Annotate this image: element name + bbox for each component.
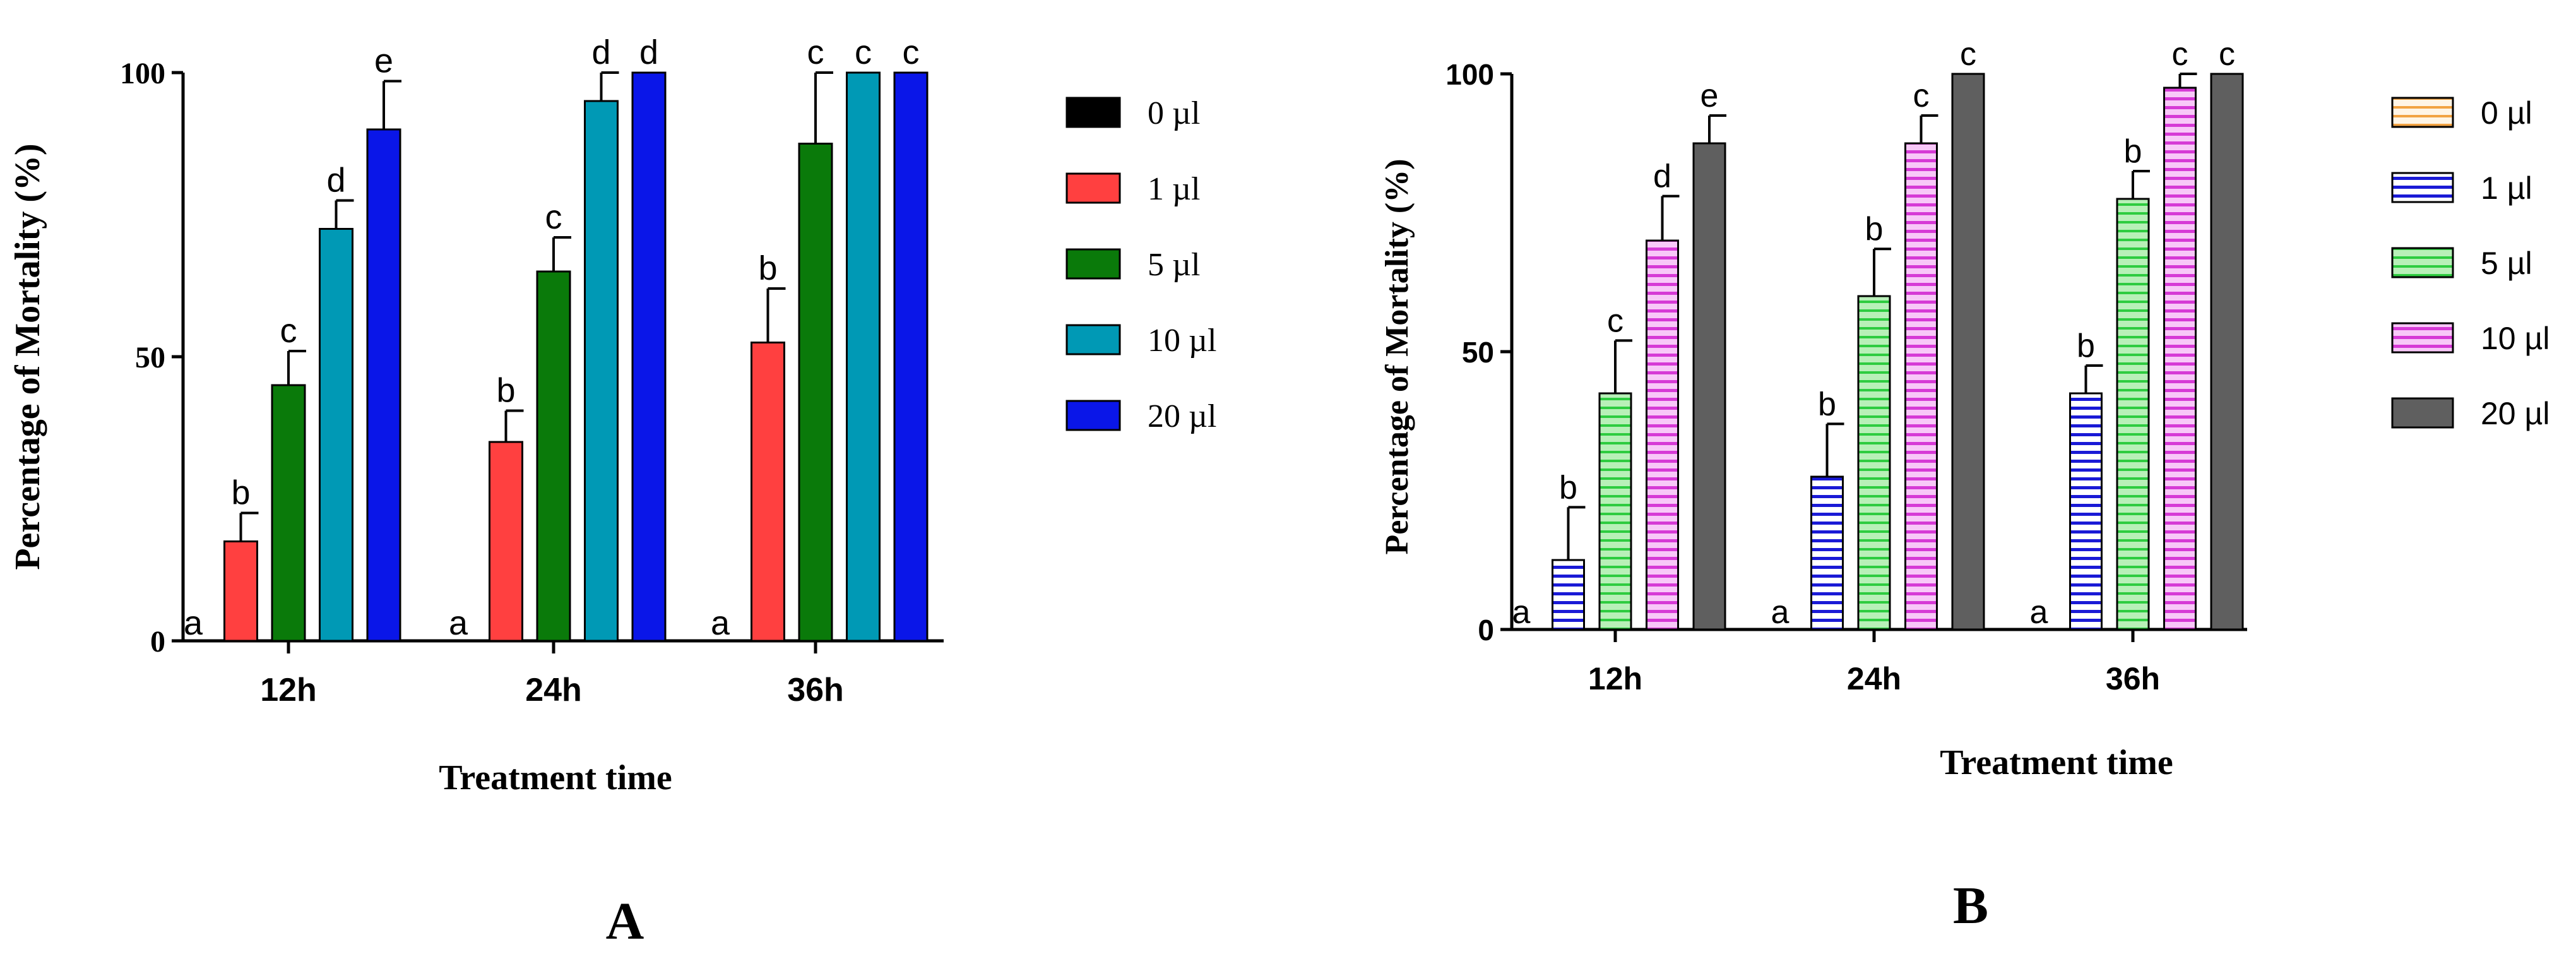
y-tick-label: 100 bbox=[1445, 58, 1494, 91]
significance-letter: b bbox=[1865, 211, 1884, 247]
panel-a-xlabel: Treatment time bbox=[439, 758, 672, 797]
significance-letter: b bbox=[1818, 386, 1836, 422]
x-tick-label: 12h bbox=[260, 672, 317, 708]
y-tick-label: 50 bbox=[135, 341, 165, 374]
significance-letter: e bbox=[374, 42, 393, 80]
significance-letter: c bbox=[807, 33, 824, 71]
bar bbox=[1692, 142, 1726, 631]
x-tick-label: 36h bbox=[787, 672, 844, 708]
legend-label: 20 µl bbox=[2481, 396, 2549, 431]
bar bbox=[366, 128, 401, 642]
bar bbox=[1857, 295, 1891, 631]
significance-letter: b bbox=[758, 249, 777, 287]
bar bbox=[798, 143, 833, 642]
legend-label: 5 µl bbox=[1148, 247, 1200, 283]
bar bbox=[2210, 73, 2244, 631]
significance-letter: a bbox=[449, 604, 468, 642]
significance-letter: a bbox=[711, 604, 730, 642]
chart-panel-a: Percentage of Mortality (%) Treatment ti… bbox=[8, 33, 1216, 951]
bar bbox=[223, 540, 258, 642]
bar bbox=[1646, 239, 1679, 631]
legend-swatch bbox=[1065, 324, 1121, 355]
significance-letter: d bbox=[591, 33, 610, 71]
significance-letter: e bbox=[1701, 78, 1719, 114]
legend-label: 10 µl bbox=[2481, 321, 2549, 356]
panel-b-ylabel: Percentage of Mortality (%) bbox=[1379, 158, 1415, 554]
y-tick-label: 50 bbox=[1462, 336, 1494, 369]
significance-letter: a bbox=[2030, 594, 2048, 631]
legend-swatch bbox=[1065, 97, 1121, 128]
legend-swatch bbox=[1065, 248, 1121, 280]
legend-label: 0 µl bbox=[1148, 95, 1200, 131]
bar bbox=[751, 342, 785, 642]
legend-swatch bbox=[2391, 172, 2454, 203]
significance-letter: d bbox=[1653, 158, 1671, 195]
bar bbox=[1810, 475, 1844, 631]
y-tick-label: 0 bbox=[1478, 614, 1494, 647]
legend-label: 1 µl bbox=[2481, 170, 2532, 206]
significance-letter: c bbox=[280, 312, 297, 350]
bar bbox=[271, 384, 306, 642]
significance-letter: b bbox=[496, 372, 515, 410]
x-tick-label: 12h bbox=[1588, 661, 1642, 696]
bar bbox=[584, 100, 619, 642]
bar bbox=[319, 228, 353, 642]
x-tick-label: 36h bbox=[2106, 661, 2160, 696]
bar bbox=[536, 270, 571, 642]
x-tick-label: 24h bbox=[1847, 661, 1901, 696]
bar bbox=[1904, 142, 1938, 631]
bar bbox=[846, 71, 881, 642]
legend-label: 10 µl bbox=[1148, 323, 1216, 359]
panel-b-label: B bbox=[1953, 876, 1988, 935]
x-tick-label: 24h bbox=[525, 672, 582, 708]
significance-letter: c bbox=[1607, 302, 1623, 339]
significance-letter: c bbox=[2172, 36, 2188, 73]
bar bbox=[1598, 392, 1632, 631]
legend-swatch bbox=[1065, 400, 1121, 431]
bar bbox=[2116, 198, 2150, 631]
legend-label: 20 µl bbox=[1148, 398, 1216, 434]
legend-swatch bbox=[1065, 172, 1121, 204]
legend-label: 1 µl bbox=[1148, 171, 1200, 207]
significance-letter: c bbox=[545, 198, 562, 236]
bar bbox=[2163, 86, 2197, 631]
legend-swatch bbox=[2391, 247, 2454, 278]
bar bbox=[631, 71, 667, 642]
significance-letter: c bbox=[1960, 36, 1976, 73]
chart-panel-b: Percentage of Mortality (%) Treatment ti… bbox=[1379, 36, 2549, 935]
significance-letter: a bbox=[1512, 594, 1531, 631]
legend-swatch bbox=[2391, 97, 2454, 128]
legend-label: 0 µl bbox=[2481, 95, 2532, 131]
significance-letter: d bbox=[326, 162, 345, 200]
y-tick-label: 0 bbox=[150, 625, 165, 659]
bar bbox=[893, 71, 929, 642]
panel-a-label: A bbox=[606, 892, 644, 951]
significance-letter: c bbox=[855, 33, 872, 71]
significance-letter: b bbox=[2077, 328, 2095, 364]
significance-letter: c bbox=[2219, 36, 2235, 73]
bar bbox=[489, 441, 523, 642]
y-tick-label: 100 bbox=[120, 57, 165, 90]
panel-b-xlabel: Treatment time bbox=[1940, 743, 2173, 782]
significance-letter: a bbox=[1771, 594, 1790, 631]
panel-a-ylabel: Percentage of Mortality (%) bbox=[8, 143, 47, 569]
significance-letter: b bbox=[2124, 133, 2142, 170]
bar bbox=[2069, 392, 2103, 631]
significance-letter: c bbox=[1913, 78, 1930, 114]
legend-label: 5 µl bbox=[2481, 246, 2532, 281]
bar bbox=[1552, 559, 1585, 631]
legend-swatch bbox=[2391, 322, 2454, 354]
legend-swatch bbox=[2391, 397, 2454, 429]
significance-letter: a bbox=[184, 604, 203, 642]
significance-letter: b bbox=[231, 474, 250, 512]
significance-letter: d bbox=[639, 33, 658, 71]
significance-letter: b bbox=[1559, 469, 1577, 506]
bar bbox=[1951, 73, 1985, 631]
significance-letter: c bbox=[903, 33, 920, 71]
